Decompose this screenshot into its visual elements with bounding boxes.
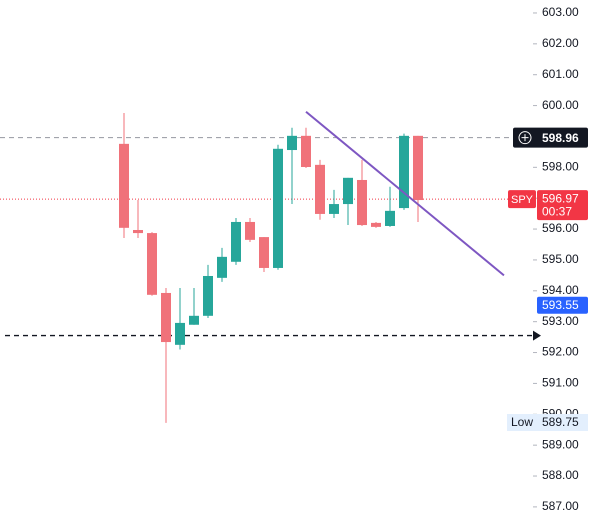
candle-body [245,221,255,240]
add-icon [521,134,529,142]
candle-body [287,135,297,151]
candle-body [357,179,367,226]
low-price-label: 589.75 [542,415,579,429]
candle-body [343,177,353,205]
low-price-box [537,414,588,432]
candle-body [161,292,171,343]
candle-body [119,143,129,228]
candle-body [147,233,157,295]
y-tick-label: 600.00 [542,98,579,112]
y-tick-label: 593.00 [542,314,579,328]
add-button[interactable] [518,131,532,145]
plot-area [0,110,541,423]
candle-body [259,237,269,268]
candle-body [273,148,283,268]
y-tick-label: 603.00 [542,5,579,19]
countdown-label: 00:37 [542,204,572,218]
y-tick-label: 602.00 [542,36,579,50]
candle-body [413,135,423,201]
line-marker [533,330,541,341]
low-text-box [507,414,537,432]
y-tick-label: 598.00 [542,159,579,173]
symbol-box [508,190,536,209]
marker-price-box [537,296,588,314]
y-tick-label: 594.00 [542,283,579,297]
candle-body [133,229,143,234]
candle-body [315,164,325,214]
candle-body [371,222,381,227]
y-tick-label: 589.00 [542,437,579,451]
last-price-box [537,190,588,221]
candle-body [189,315,199,325]
trendline [305,110,505,277]
marker-price-label: 593.55 [542,298,579,312]
candle-body [385,210,395,226]
candle-body [217,256,227,278]
crosshair-label: 598.96 [542,131,579,145]
y-tick-label: 591.00 [542,376,579,390]
y-tick-label: 601.00 [542,67,579,81]
last-price-label: 596.97 [542,191,579,205]
y-tick-label: 595.00 [542,252,579,266]
crosshair-label-box [513,127,588,148]
candle-body [329,204,339,214]
candle-body [301,135,311,168]
y-tick-label: 588.00 [542,468,579,482]
y-tick-label: 592.00 [542,345,579,359]
y-tick-label: 596.00 [542,221,579,235]
symbol-label: SPY [511,194,534,206]
low-text: Low [511,415,533,429]
candle-body [231,221,241,262]
candle-body [203,275,213,316]
candle-body [175,322,185,345]
y-tick-label: 587.00 [542,499,579,513]
candle-body [399,135,409,209]
